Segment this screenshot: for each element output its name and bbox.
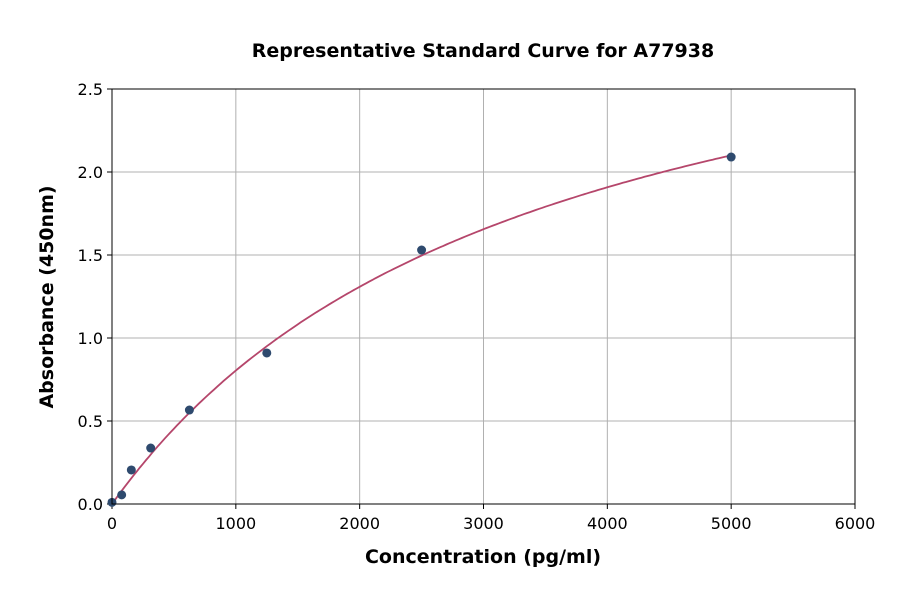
y-tick-label: 2.5 [78,80,103,99]
y-tick-label: 0.0 [78,495,103,514]
data-point [184,405,194,415]
data-point [262,348,272,358]
chart-title: Representative Standard Curve for A77938 [252,40,714,62]
x-tick-label: 0 [107,514,117,533]
x-tick-label: 6000 [835,514,876,533]
y-axis-label: Absorbance (450nm) [36,185,58,408]
y-tick-label: 0.5 [78,412,103,431]
x-tick-label: 4000 [587,514,628,533]
fit-curve [111,154,732,505]
y-tick-label: 1.0 [78,329,103,348]
y-tick-label: 2.0 [78,163,103,182]
y-tick-label: 1.5 [78,246,103,265]
data-point [126,465,136,475]
plot-frame [111,88,856,505]
x-tick-label: 2000 [339,514,380,533]
x-axis-label: Concentration (pg/ml) [365,546,601,568]
data-point [117,490,127,500]
data-point [146,443,156,453]
data-point [417,245,427,255]
data-point [726,152,736,162]
x-tick-label: 3000 [463,514,504,533]
x-tick-label: 1000 [215,514,256,533]
x-tick-label: 5000 [711,514,752,533]
